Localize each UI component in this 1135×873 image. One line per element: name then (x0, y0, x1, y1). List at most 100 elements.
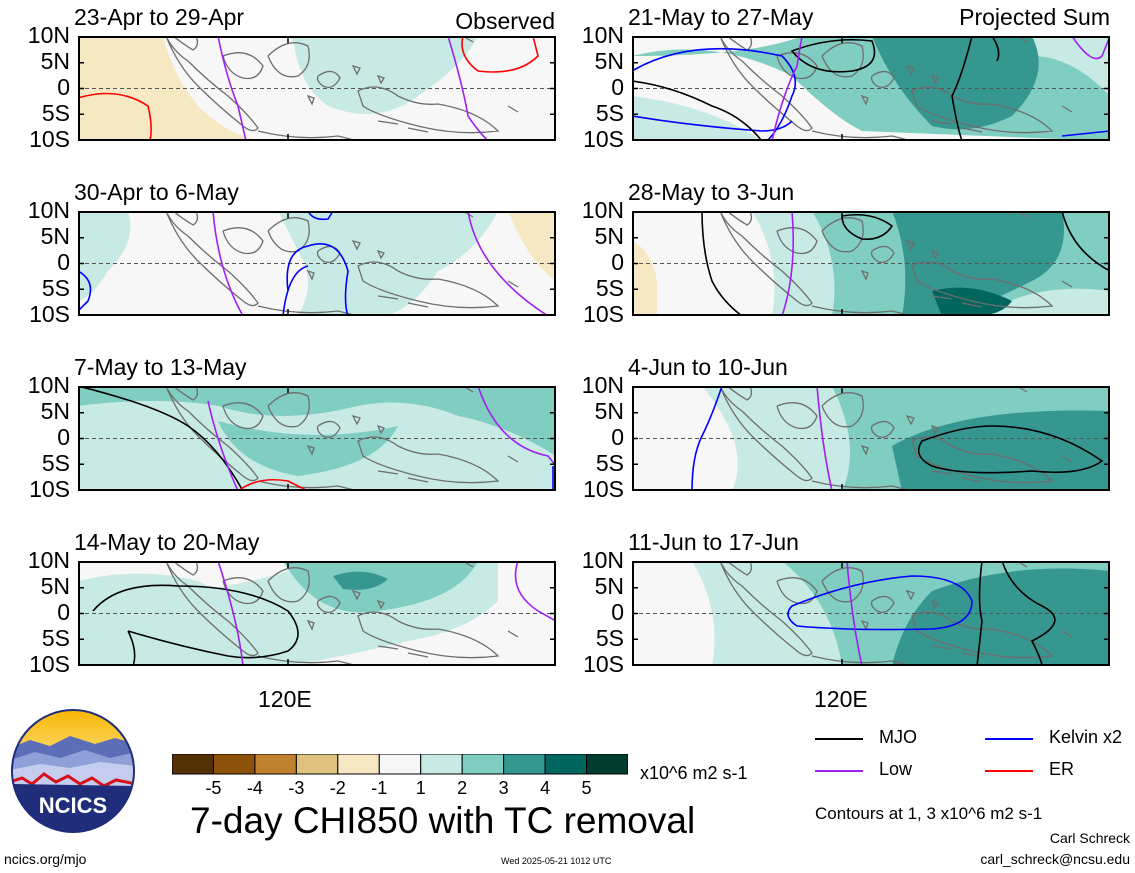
coastline (905, 239, 915, 251)
chart-title: 7-day CHI850 with TC removal (190, 800, 696, 841)
coastline (719, 211, 813, 307)
shade-region (283, 561, 478, 613)
colorbar-swatch (461, 753, 505, 775)
y-tick-label: 5N (594, 398, 624, 424)
footer-timestamp: Wed 2025-05-21 1012 UTC (501, 856, 612, 866)
coastline (507, 280, 519, 288)
coastline (860, 619, 869, 631)
contour-note: Contours at 1, 3 x10^6 m2 s-1 (815, 804, 1043, 823)
shade-region (892, 568, 1110, 666)
coastline (905, 589, 915, 601)
coastline (267, 392, 310, 428)
colorbar-label: 5 (581, 778, 592, 798)
y-tick-label: 5S (41, 275, 70, 301)
coastline (165, 36, 259, 132)
contour-mjo (991, 36, 1000, 62)
colorbar-swatch (337, 753, 380, 775)
shade-region (632, 241, 657, 316)
contour-low (781, 211, 795, 316)
shade-region (333, 571, 388, 590)
coastline (306, 269, 315, 281)
coastline (930, 249, 939, 260)
colorbar-label: -5 (205, 778, 222, 798)
coastline (257, 655, 359, 666)
coastline (172, 561, 199, 576)
coastline (172, 36, 199, 51)
coastline (316, 420, 341, 439)
shade-region (78, 386, 556, 456)
contour-mjo (976, 561, 983, 666)
colorbar-label: 3 (498, 778, 509, 798)
legend-swatch (985, 738, 1033, 740)
legend-label: Kelvin x2 (1049, 727, 1123, 747)
coastline (860, 269, 869, 281)
coastline (377, 470, 399, 475)
coastline (931, 120, 953, 125)
coastline (776, 577, 818, 605)
y-tick-label: 5S (595, 100, 624, 126)
contour-low (212, 211, 244, 316)
colorbar-swatch (254, 753, 297, 775)
coastline (376, 599, 385, 610)
coastline (507, 630, 519, 638)
map-panel (78, 386, 556, 491)
coastline (930, 599, 939, 610)
shade-region (632, 36, 1110, 96)
colorbar-swatch (420, 753, 463, 775)
x-tick-left: 120E (258, 686, 312, 712)
y-tick-label: 0 (611, 424, 624, 450)
y-tick-label: 5N (40, 48, 70, 74)
colorbar-swatch (544, 753, 588, 775)
coastline (257, 480, 359, 491)
coastline (931, 470, 953, 475)
logo-text: NCICS (39, 793, 107, 818)
coastline (905, 64, 915, 76)
y-tick-label: 5S (595, 450, 624, 476)
panel-title: 4-Jun to 10-Jun (628, 354, 788, 380)
coastline (1061, 630, 1073, 638)
footer-url: ncics.org/mjo (4, 851, 87, 867)
contour-kelvin-x2 (282, 243, 349, 316)
contour-kelvin-x2 (632, 47, 797, 141)
map-panel (78, 211, 556, 316)
footer-email: carl_schreck@ncsu.edu (980, 851, 1130, 867)
coastline (811, 655, 913, 666)
y-tick-label: 5N (40, 398, 70, 424)
coastline (267, 567, 310, 603)
coastline (357, 436, 500, 484)
colorbar-swatch (378, 753, 422, 775)
coastline (726, 386, 753, 401)
contour-mjo (1001, 561, 1056, 666)
coastline (222, 227, 264, 255)
coastline (257, 130, 359, 141)
coastline (719, 36, 813, 132)
contour-mjo (632, 80, 763, 141)
colorbar-units: x10^6 m2 s-1 (640, 763, 748, 783)
coastline (376, 424, 385, 435)
colorbar-label: 2 (457, 778, 468, 798)
coastline (776, 402, 818, 430)
coastline (821, 392, 864, 428)
coastline (377, 645, 399, 650)
coastline (165, 211, 259, 307)
shade-region (892, 410, 1110, 491)
coastline (860, 444, 869, 456)
colorbar-label: -4 (246, 778, 263, 798)
colorbar-label: -2 (329, 778, 346, 798)
coastline (931, 295, 953, 300)
contour-mjo (790, 39, 876, 73)
contour-low (514, 561, 556, 622)
contour-low (207, 400, 239, 491)
x-tick-right: 120E (814, 686, 868, 712)
y-tick-label: 5N (40, 223, 70, 249)
contour-low (217, 561, 244, 666)
panel-title: 23-Apr to 29-Apr (74, 4, 245, 30)
y-tick-label: 10S (583, 651, 624, 677)
y-tick-label: 5S (41, 100, 70, 126)
colorbar-swatch (295, 753, 339, 775)
coastline (222, 402, 264, 430)
contour-mjo (951, 36, 973, 141)
colorbar (171, 753, 629, 776)
coastline (811, 305, 913, 316)
coastline (930, 424, 939, 435)
